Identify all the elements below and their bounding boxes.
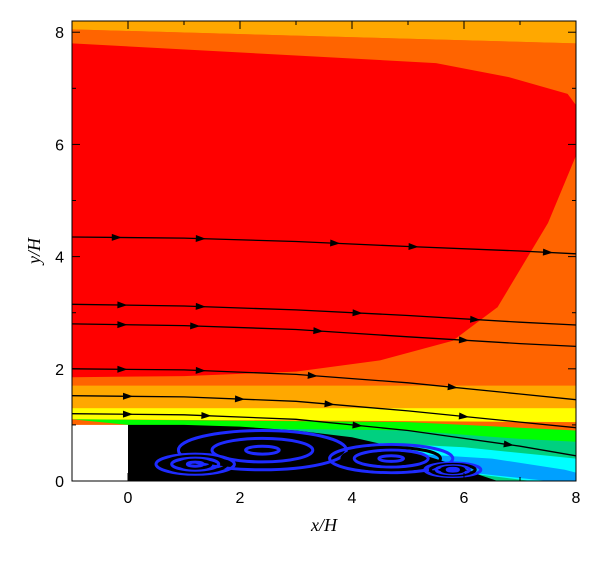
streamline-path (72, 323, 576, 348)
vortex-ring (244, 444, 281, 456)
streamline-arrow (330, 239, 341, 247)
streamline-arrow (503, 440, 514, 448)
streamline-arrow (469, 315, 481, 323)
vortex-1 (328, 443, 455, 475)
vortex-ring (352, 448, 430, 469)
plot-frame (71, 20, 577, 482)
streamline-arrow (201, 412, 212, 419)
streamline-arrow (234, 395, 245, 403)
streamline-path (72, 368, 576, 401)
vortex-ring (185, 460, 205, 468)
streamline-4 (72, 392, 576, 429)
vortex-3 (423, 461, 483, 479)
y-tick-label: 8 (55, 25, 64, 42)
streamline-arrow (195, 234, 206, 242)
vortex-ring (377, 454, 406, 463)
streamline-arrow (195, 366, 206, 374)
x-tick-label: 8 (572, 490, 581, 507)
streamline-arrow (195, 302, 206, 310)
y-tick-label: 0 (55, 474, 64, 491)
y-tick-label: 6 (55, 137, 64, 154)
streamline-arrow (408, 243, 419, 250)
x-axis-label: x/H (310, 515, 338, 535)
step-obstacle (72, 424, 128, 481)
streamline-path (72, 236, 576, 255)
x-tick-label: 2 (236, 490, 245, 507)
streamline-path (72, 413, 576, 457)
streamline-arrow (117, 301, 128, 309)
streamline-arrow (307, 371, 318, 379)
vortex-ring (162, 454, 229, 474)
vortex-ring (328, 443, 455, 475)
streamline-path (72, 395, 576, 429)
streamline-arrow (111, 233, 122, 241)
vortex-ring (154, 452, 236, 476)
streamlines (72, 233, 576, 457)
axis-ticks: 0 2 4 6 8 0 2 4 6 8 (55, 21, 581, 507)
y-tick-label: 4 (55, 250, 64, 267)
contour-region-2 (72, 43, 576, 378)
streamline-2 (72, 321, 576, 348)
contour-regions (72, 21, 576, 481)
contour-region-4 (72, 408, 576, 423)
streamline-arrow (190, 322, 201, 330)
streamline-arrow (458, 412, 469, 420)
streamline-arrow (122, 410, 133, 418)
x-tick-label: 6 (460, 490, 469, 507)
streamline-arrow (313, 327, 324, 335)
streamline-arrow (458, 336, 469, 344)
streamline-arrow (324, 400, 335, 408)
vortex-ring (193, 432, 332, 468)
streamline-5 (72, 410, 576, 457)
streamline-arrow (122, 392, 133, 400)
streamline-arrow (117, 321, 128, 329)
vortex-ring (170, 456, 221, 472)
streamline-arrow (447, 383, 458, 391)
y-tick-label: 2 (55, 362, 64, 379)
streamline-path (72, 303, 576, 326)
contour-region-3 (72, 385, 576, 409)
x-tick-label: 4 (348, 490, 357, 507)
vortex-ring (445, 466, 460, 473)
contour-region-0 (72, 21, 576, 44)
vortex-ring (227, 440, 298, 460)
streamline-arrow (352, 309, 363, 317)
streamline-arrow (117, 365, 128, 373)
plot-area (72, 21, 576, 481)
recirculation-zone (128, 424, 498, 481)
streamline-1 (72, 301, 576, 326)
streamline-arrow (542, 248, 553, 256)
streamline-3 (72, 365, 576, 401)
vortex-ring (365, 451, 418, 466)
vortex-2 (154, 452, 236, 476)
x-tick-label: 0 (124, 490, 133, 507)
streamline-arrow (352, 421, 363, 429)
streamline-0 (72, 233, 576, 256)
vortex-ring (210, 436, 315, 464)
y-axis-label: y/H (24, 237, 44, 266)
vortex-ring (178, 458, 213, 470)
vortex-ring (340, 445, 442, 472)
